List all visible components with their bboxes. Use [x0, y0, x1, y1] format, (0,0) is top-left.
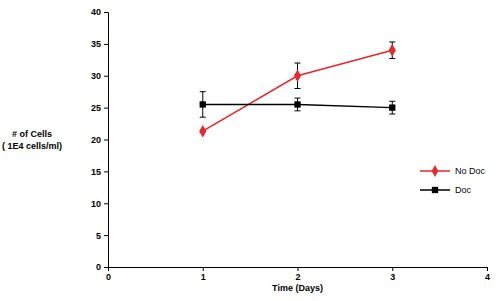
plot: 012340510152025303540: [91, 7, 490, 282]
y-tick: 15: [91, 167, 108, 177]
point: [294, 70, 301, 82]
error-bar: [295, 63, 301, 89]
y-tick-label: 0: [96, 262, 101, 272]
error-bar-part: [295, 110, 301, 111]
x-tick: 1: [201, 267, 206, 282]
y-axis-title: # of Cells ( 1E4 cells/ml): [2, 129, 62, 151]
error-bar-part: [389, 41, 395, 42]
legend-marker: [432, 187, 438, 193]
y-axis: 0 5 10 15 20 25 30 35 40: [91, 7, 109, 272]
y-tick-label: 20: [91, 135, 101, 145]
y-tick: 40: [91, 7, 108, 17]
y-tick: 0: [96, 262, 108, 272]
y-tick-mark: [104, 12, 108, 13]
legend-label: Doc: [455, 185, 472, 195]
error-bar-part: [295, 98, 301, 99]
x-tick: 4: [485, 267, 490, 282]
y-tick-label: 10: [91, 199, 101, 209]
y-tick-mark: [104, 267, 108, 268]
y-tick-label: 30: [91, 71, 101, 81]
error-bar-part: [389, 58, 395, 59]
x-axis: 0 1 2 3 4: [106, 267, 490, 282]
point: [389, 44, 396, 56]
y-tick-mark: [104, 171, 108, 172]
point: [200, 101, 206, 107]
y-axis-line: [104, 13, 109, 268]
point: [294, 101, 300, 107]
error-bar-part: [200, 117, 206, 118]
error-bar-part: [200, 91, 206, 92]
x-tick-mark: [487, 267, 488, 271]
series-line: [203, 50, 393, 131]
x-axis-line: [109, 268, 488, 272]
x-tick-mark: [392, 267, 393, 271]
y-tick-mark: [104, 203, 108, 204]
x-tick-label: 1: [201, 272, 206, 282]
y-tick: 25: [91, 103, 108, 113]
legend: No Doc Doc: [420, 165, 486, 195]
error-bar-part: [389, 101, 395, 102]
y-tick-label: 25: [91, 103, 101, 113]
x-tick: 3: [390, 267, 395, 282]
legend-item: Doc: [420, 185, 472, 195]
marks: [199, 42, 396, 137]
legend-marker: [432, 165, 439, 177]
y-tick-mark: [104, 108, 108, 109]
y-tick-mark: [104, 140, 108, 141]
x-axis-title: Time (Days): [272, 283, 323, 293]
chart: 012340510152025303540Time (Days)# of Cel…: [0, 0, 500, 301]
error-bar-part: [389, 114, 395, 115]
error-bar: [389, 101, 395, 114]
error-bar-part: [295, 63, 301, 64]
y-tick: 35: [91, 39, 108, 49]
y-tick: 30: [91, 71, 108, 81]
y-axis-title-line: # of Cells: [12, 129, 52, 139]
y-tick: 10: [91, 199, 108, 209]
y-tick-mark: [104, 44, 108, 45]
y-tick-label: 5: [96, 231, 101, 241]
error-bar: [200, 92, 206, 118]
y-tick-label: 35: [91, 39, 101, 49]
x-tick-label: 3: [390, 272, 395, 282]
error-bar: [295, 98, 301, 111]
y-axis-title-line: ( 1E4 cells/ml): [2, 141, 62, 151]
y-tick-label: 15: [91, 167, 101, 177]
y-tick-mark: [104, 235, 108, 236]
y-tick: 20: [91, 135, 108, 145]
x-tick-mark: [203, 267, 204, 271]
y-tick: 5: [96, 231, 108, 241]
x-tick-label: 2: [295, 272, 300, 282]
x-tick-label: 4: [485, 272, 490, 282]
point: [199, 125, 206, 137]
legend-label: No Doc: [455, 166, 486, 176]
x-tick-label: 0: [106, 272, 111, 282]
x-tick: 2: [295, 267, 300, 282]
x-tick-mark: [298, 267, 299, 271]
series: [200, 92, 396, 118]
error-bar-part: [295, 88, 301, 89]
point: [389, 104, 395, 110]
y-tick-mark: [104, 76, 108, 77]
y-tick-label: 40: [91, 7, 101, 17]
x-tick: 0: [106, 267, 111, 282]
error-bar: [389, 42, 395, 59]
series: [199, 42, 396, 137]
legend-item: No Doc: [420, 165, 486, 177]
